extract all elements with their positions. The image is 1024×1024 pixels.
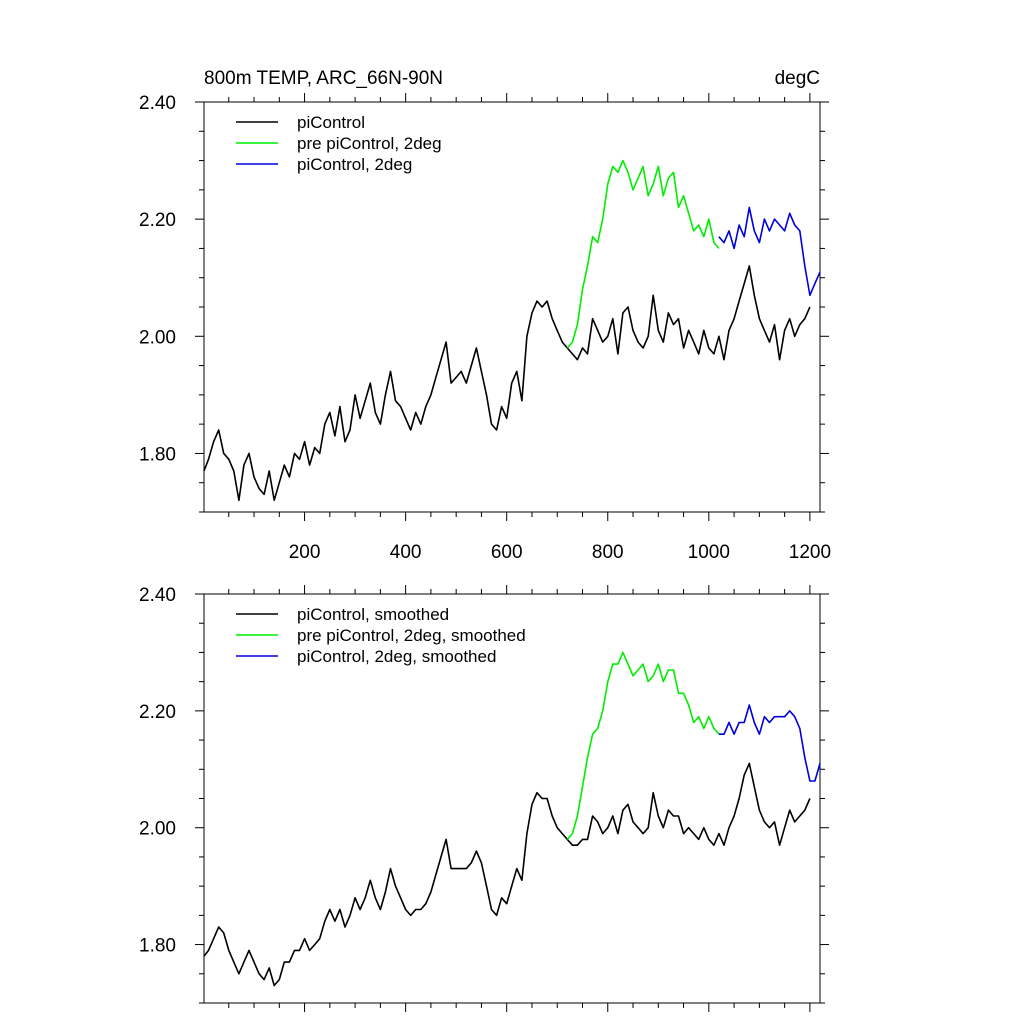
legend-label: piControl, smoothed	[297, 605, 449, 624]
legend-label: piControl, 2deg	[297, 155, 412, 174]
y-tick-label: 2.00	[139, 819, 176, 840]
x-tick-label: 400	[390, 542, 422, 563]
legend-label: piControl	[297, 113, 365, 132]
series-line-1	[566, 651, 720, 840]
y-tick-label: 1.80	[139, 444, 176, 465]
series-line-2	[718, 704, 821, 782]
y-tick-label: 1.80	[139, 936, 176, 957]
units-label: degC	[775, 68, 820, 89]
series-line-1	[566, 159, 720, 349]
x-tick-label: 200	[289, 542, 321, 563]
y-tick-label: 2.20	[139, 210, 176, 231]
x-tick-label: 800	[592, 542, 624, 563]
y-tick-label: 2.40	[139, 585, 176, 606]
legend-label: pre piControl, 2deg, smoothed	[297, 626, 526, 645]
series-line-0	[203, 762, 811, 987]
legend-label: piControl, 2deg, smoothed	[297, 647, 496, 666]
top-panel: 200 400 600 800 1000 1200 1.80 2.00 2.20 2.40 piCo…	[139, 93, 831, 563]
chart-title: 800m TEMP, ARC_66N-90N	[204, 68, 443, 89]
y-tick-label: 2.20	[139, 702, 176, 723]
x-tick-label: 1200	[789, 542, 831, 563]
y-tick-label: 2.00	[139, 327, 176, 348]
legend-label: pre piControl, 2deg	[297, 134, 442, 153]
bottom-panel: 1.80 2.00 2.20 2.40 piControl, smoothed pre p…	[139, 585, 829, 1012]
x-tick-label: 600	[491, 542, 523, 563]
series-line-0	[203, 265, 811, 502]
series-line-2	[718, 206, 821, 297]
y-tick-label: 2.40	[139, 93, 176, 114]
x-tick-label: 1000	[688, 542, 730, 563]
